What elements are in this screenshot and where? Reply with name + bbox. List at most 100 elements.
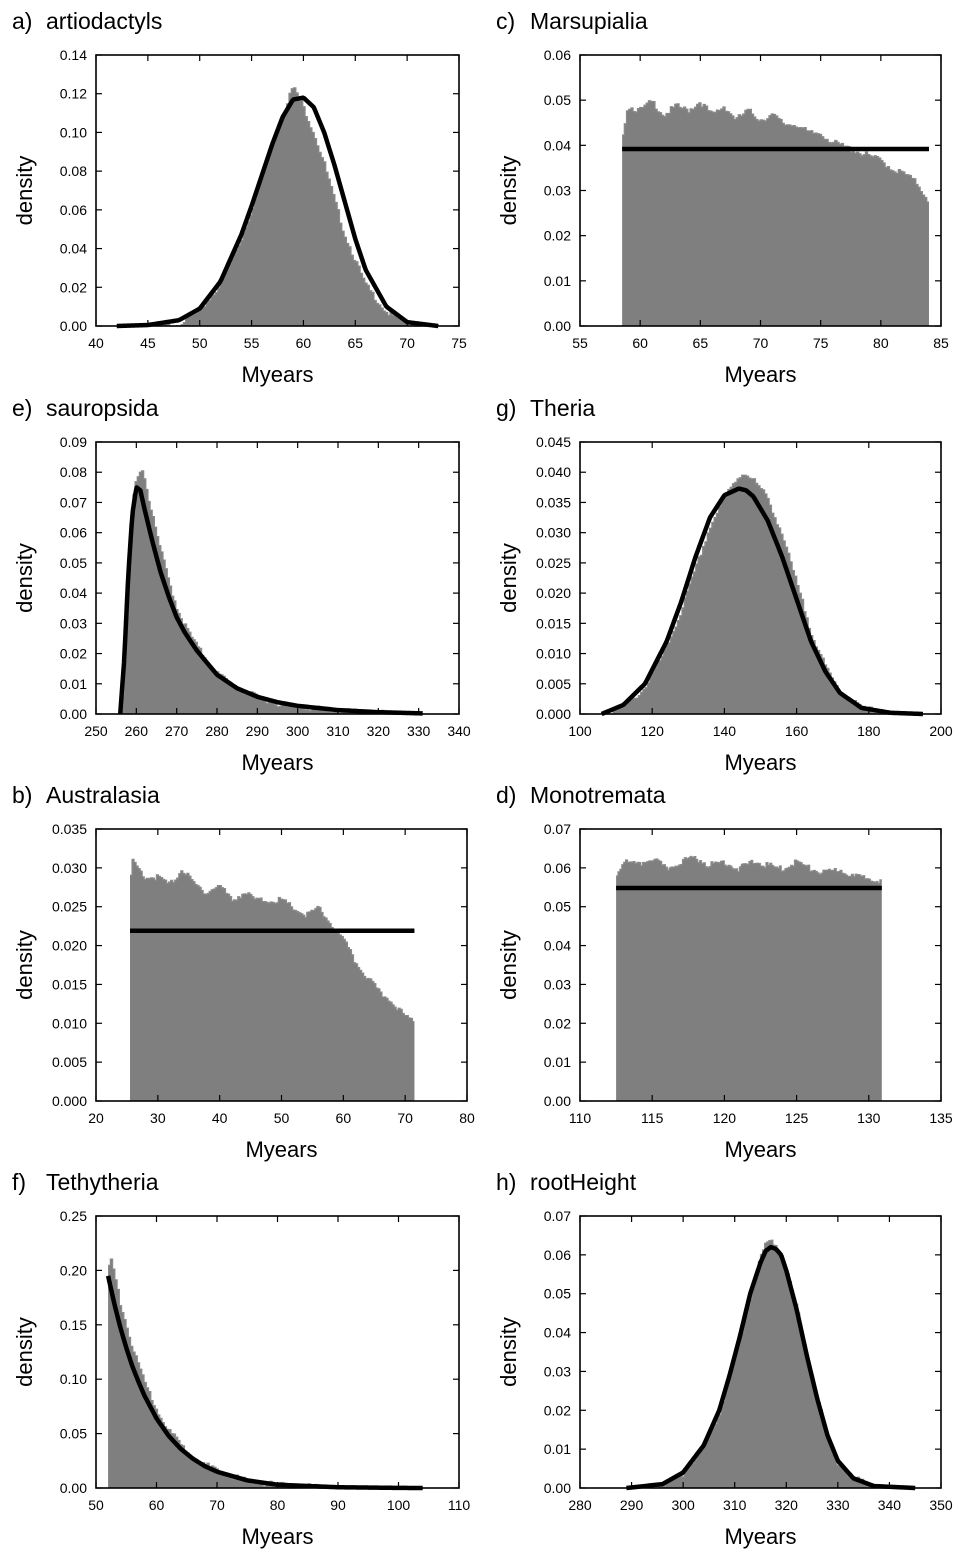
x-tick-label: 250: [84, 723, 108, 739]
x-tick-label: 70: [399, 335, 415, 351]
x-tick-label: 350: [929, 1497, 953, 1513]
y-tick-label: 0.10: [60, 124, 87, 140]
x-tick-label: 330: [407, 723, 431, 739]
x-tick-label: 320: [367, 723, 391, 739]
x-tick-label: 55: [572, 335, 588, 351]
y-tick-label: 0.00: [60, 706, 87, 722]
x-tick-label: 60: [632, 335, 648, 351]
histogram-outline: [616, 855, 882, 884]
x-tick-label: 45: [140, 335, 156, 351]
x-tick-label: 70: [753, 335, 769, 351]
plot-frame: [579, 441, 942, 715]
panel-title: artiodactyls: [46, 8, 162, 34]
y-tick-label: 0.00: [544, 1093, 571, 1109]
y-tick-label: 0.25: [60, 1208, 87, 1224]
x-tick-label: 60: [336, 1110, 352, 1126]
x-axis-label: Myears: [245, 1137, 317, 1162]
panel-title: Tethytheria: [46, 1169, 159, 1195]
panel-rootheight: 280 290 300 310 320 330 340 350 0.00 0.01 0.02 0.03…: [496, 1169, 953, 1549]
x-tick-label: 125: [785, 1110, 809, 1126]
x-tick-label: 75: [451, 335, 467, 351]
y-tick-label: 0.040: [536, 464, 571, 480]
x-tick-label: 80: [873, 335, 889, 351]
y-tick-label: 0.045: [536, 434, 571, 450]
y-tick-label: 0.09: [60, 434, 87, 450]
x-tick-label: 290: [620, 1497, 644, 1513]
histogram-bars: [116, 87, 439, 326]
plot-frame: [95, 54, 460, 327]
x-tick-label: 70: [209, 1497, 225, 1513]
x-tick-label: 90: [330, 1497, 346, 1513]
x-axis-label: Myears: [241, 750, 313, 775]
plot-frame: [579, 1215, 942, 1489]
x-tick-label: 135: [929, 1110, 953, 1126]
fitted-density-line: [625, 1244, 917, 1491]
y-tick-label: 0.06: [544, 1247, 571, 1263]
x-tick-label: 75: [813, 335, 829, 351]
x-tick-label: 330: [826, 1497, 850, 1513]
y-tick-label: 0.12: [60, 86, 87, 102]
histogram-bars: [601, 475, 923, 714]
x-tick-label: 40: [212, 1110, 228, 1126]
histogram-bars: [130, 859, 415, 1101]
panel-title: rootHeight: [530, 1169, 637, 1195]
fitted-density-line: [117, 485, 424, 716]
y-tick-label: 0.06: [60, 202, 87, 218]
x-tick-label: 120: [641, 723, 665, 739]
y-tick-label: 0.035: [52, 821, 87, 837]
x-tick-label: 320: [775, 1497, 799, 1513]
x-tick-label: 40: [88, 335, 104, 351]
x-tick-label: 50: [192, 335, 208, 351]
x-tick-label: 85: [933, 335, 949, 351]
y-tick-label: 0.015: [52, 976, 87, 992]
x-tick-label: 115: [641, 1110, 664, 1126]
panel-label: d): [496, 782, 516, 808]
x-tick-label: 290: [246, 723, 270, 739]
x-tick-label: 270: [165, 723, 189, 739]
y-tick-label: 0.04: [544, 1325, 571, 1341]
x-tick-label: 160: [785, 723, 809, 739]
panel-title: Theria: [530, 395, 595, 421]
panel-sauropsida: 250 260 270 280 290 300 310 320 330 340 0.00 0.01 0.…: [12, 395, 471, 775]
y-tick-label: 0.00: [544, 318, 571, 334]
y-tick-label: 0.01: [544, 1054, 571, 1070]
x-axis-label: Myears: [241, 1524, 313, 1549]
y-tick-label: 0.06: [60, 525, 87, 541]
y-tick-label: 0.05: [60, 1426, 87, 1442]
y-tick-label: 0.14: [60, 47, 87, 63]
x-tick-label: 65: [693, 335, 709, 351]
x-tick-label: 120: [713, 1110, 737, 1126]
y-tick-label: 0.020: [52, 938, 87, 954]
x-tick-label: 110: [569, 1110, 592, 1126]
x-axis-label: Myears: [724, 750, 796, 775]
y-tick-label: 0.06: [544, 47, 571, 63]
y-axis-label: density: [12, 543, 37, 613]
y-tick-label: 0.010: [536, 646, 571, 662]
x-tick-label: 50: [88, 1497, 104, 1513]
panel-label: b): [12, 782, 32, 808]
x-tick-label: 110: [448, 1497, 471, 1513]
histogram-bars: [616, 856, 882, 1101]
y-tick-label: 0.15: [60, 1317, 87, 1333]
panel-label: f): [12, 1169, 26, 1195]
panel-label: a): [12, 8, 32, 34]
y-tick-label: 0.02: [544, 1015, 571, 1031]
panel-title: sauropsida: [46, 395, 159, 421]
y-tick-label: 0.005: [52, 1054, 87, 1070]
y-axis-label: density: [496, 156, 521, 226]
y-tick-label: 0.01: [544, 1441, 571, 1457]
y-tick-label: 0.02: [60, 646, 87, 662]
x-tick-label: 300: [286, 723, 310, 739]
x-axis-label: Myears: [724, 1524, 796, 1549]
histogram-bars: [626, 1240, 916, 1488]
y-axis-label: density: [12, 156, 37, 226]
y-tick-label: 0.000: [52, 1093, 87, 1109]
y-axis-label: density: [496, 1317, 521, 1387]
panel-theria: 100 120 140 160 180 200 0.000 0.005 0.010 0.015 0.…: [496, 395, 953, 775]
y-tick-label: 0.07: [544, 1208, 571, 1224]
x-tick-label: 310: [723, 1497, 747, 1513]
y-tick-label: 0.04: [544, 137, 571, 153]
y-axis-label: density: [496, 930, 521, 1000]
x-tick-label: 340: [447, 723, 471, 739]
y-tick-label: 0.000: [536, 706, 571, 722]
